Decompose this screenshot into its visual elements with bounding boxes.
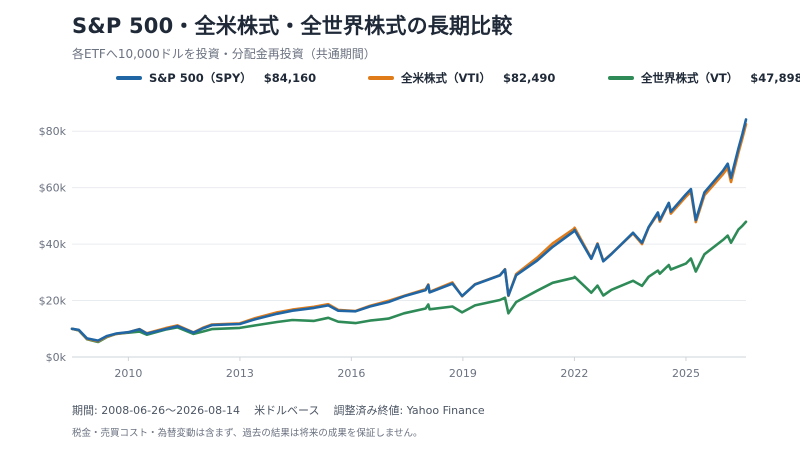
legend-item-vti: 全米株式（VTI） $82,490 <box>368 70 555 86</box>
legend-label-spy: S&P 500（SPY） <box>149 71 252 85</box>
legend-value-spy: $84,160 <box>263 71 317 85</box>
legend-swatch-spy <box>116 76 142 80</box>
x-tick-label-5: 2025 <box>672 367 700 380</box>
legend-label-vt: 全世界株式（VT） <box>641 71 739 85</box>
chart-legend: S&P 500（SPY） $84,160 全米株式（VTI） $82,490 全… <box>0 70 800 90</box>
y-tick-label-4: $80k <box>39 125 67 138</box>
legend-value-vti: $82,490 <box>503 71 556 85</box>
y-tick-label-0: $0k <box>46 351 67 364</box>
x-tick-label-0: 2010 <box>114 367 142 380</box>
x-tick-label-4: 2022 <box>560 367 588 380</box>
legend-item-spy: S&P 500（SPY） $84,160 <box>116 70 316 86</box>
chart-subtitle: 各ETFへ10,000ドルを投資・分配金再投資（共通期間） <box>72 47 376 61</box>
legend-value-vt: $47,898 <box>750 71 800 85</box>
y-tick-label-1: $20k <box>39 295 67 308</box>
footnote-currency: 米ドルベース <box>254 404 320 417</box>
series-line-0 <box>70 118 748 342</box>
chart-footnote: 期間: 2008-06-26〜2026-08-14 米ドルベース 調整済み終値: Y… <box>72 402 485 418</box>
legend-item-vt: 全世界株式（VT） $47,898 <box>608 70 800 86</box>
chart-disclaimer: 税金・売買コスト・為替変動は含まず、過去の結果は将来の成果を保証しません。 <box>72 428 423 439</box>
y-tick-label-2: $40k <box>39 238 67 251</box>
legend-swatch-vti <box>368 76 394 80</box>
legend-label-vti: 全米株式（VTI） <box>401 71 492 85</box>
legend-swatch-vt <box>608 76 634 80</box>
footnote-source: 調整済み終値: Yahoo Finance <box>333 404 485 417</box>
line-chart: $0k $20k $40k $60k $80k 2010 2013 2016 2019 2022 2… <box>39 118 748 380</box>
x-tick-label-3: 2019 <box>449 367 477 380</box>
y-tick-label-3: $60k <box>39 182 67 195</box>
x-tick-label-2: 2016 <box>337 367 365 380</box>
chart-title: S&P 500・全米株式・全世界株式の長期比較 <box>72 14 513 38</box>
x-tick-label-1: 2013 <box>226 367 254 380</box>
footnote-period: 期間: 2008-06-26〜2026-08-14 <box>72 404 241 417</box>
